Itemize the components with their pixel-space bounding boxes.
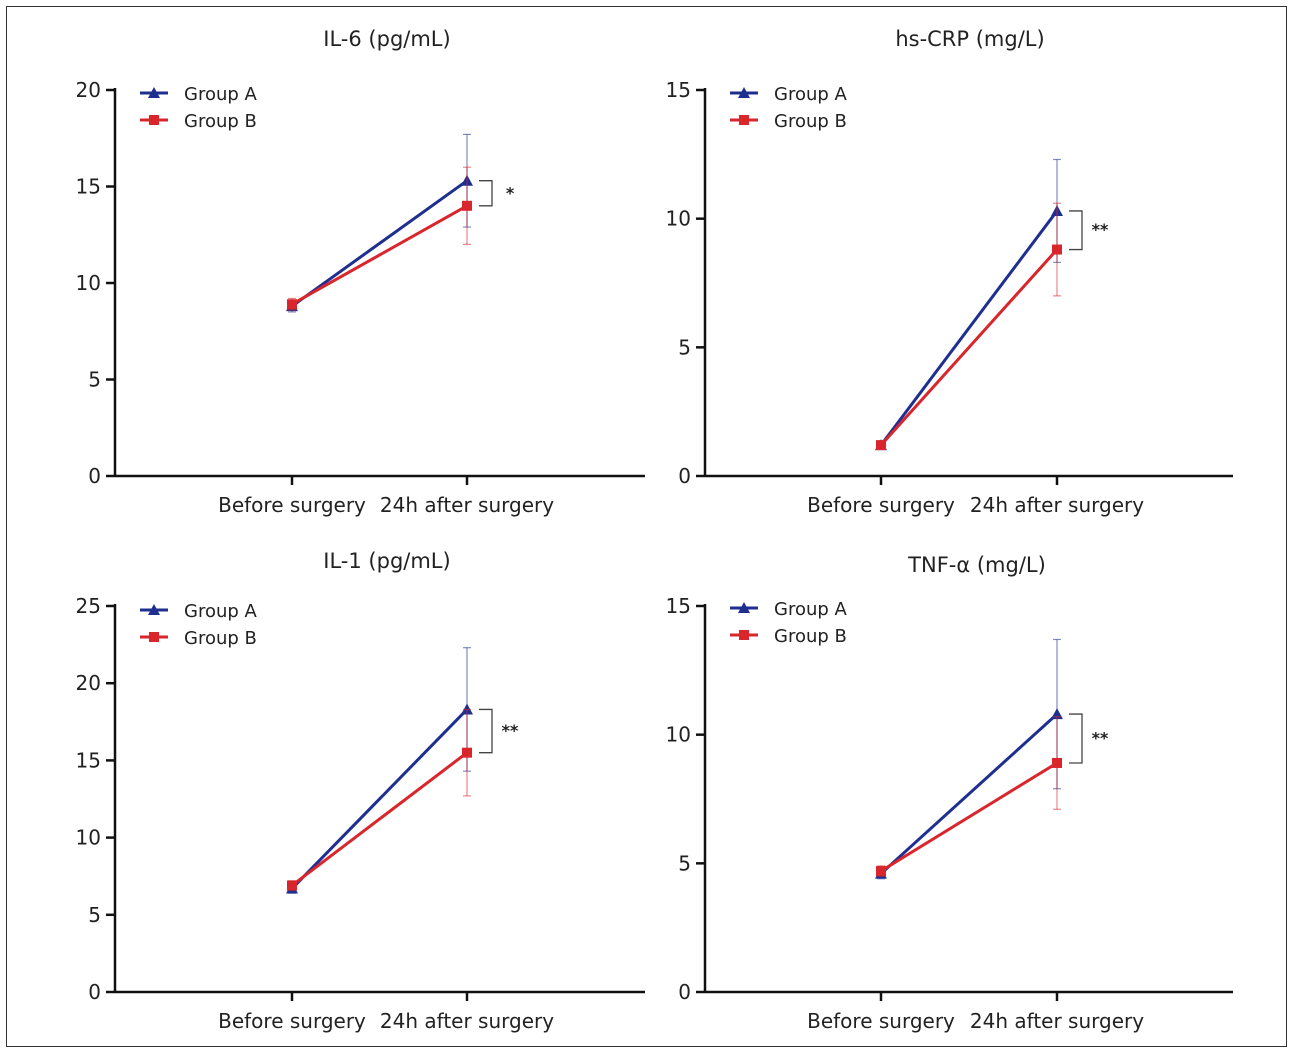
x-category-label: 24h after surgery (970, 493, 1144, 517)
data-point-group-b (876, 440, 886, 451)
x-category-label: Before surgery (218, 493, 366, 517)
series-line-group-a (291, 179, 468, 308)
y-tick-label: 5 (678, 851, 691, 875)
y-tick-label: 20 (76, 78, 101, 102)
legend-marker (149, 632, 159, 642)
chart-title: IL-1 (pg/mL) (323, 549, 450, 573)
legend-label: Group B (774, 626, 847, 647)
y-tick-label: 5 (88, 368, 101, 392)
y-tick-label: 15 (666, 594, 691, 618)
series-line-group-b (879, 248, 1059, 447)
y-tick-label: 5 (678, 335, 691, 359)
chart-title: hs-CRP (mg/L) (895, 27, 1044, 51)
y-tick-label: 15 (666, 78, 691, 102)
y-tick-label: 10 (76, 826, 101, 850)
legend-marker (739, 630, 749, 640)
series-line-group-a (879, 712, 1059, 875)
chart-title: TNF-α (mg/L) (907, 553, 1046, 577)
legend-marker (738, 602, 750, 613)
chart-panel-1: IL-6 (pg/mL) 0 5 10 15 20 Before surgery 24h af… (76, 27, 645, 517)
chart-panel-2: hs-CRP (mg/L) 0 5 10 15 Before surgery 24h aft… (666, 27, 1233, 517)
significance-bracket (479, 180, 493, 207)
y-tick-label: 20 (76, 671, 101, 695)
series-line-group-b (880, 761, 1058, 873)
y-tick-label: 0 (88, 980, 101, 1004)
figure-frame (6, 6, 1287, 1047)
data-point-group-b (876, 866, 886, 877)
significance-marker: ** (1092, 220, 1109, 239)
significance-marker: ** (502, 721, 519, 740)
y-tick-label: 0 (678, 464, 691, 488)
legend-marker (149, 115, 159, 125)
significance-bracket (479, 708, 493, 754)
series-line-group-b (291, 204, 468, 306)
y-tick-label: 0 (678, 980, 691, 1004)
series-line-group-a (879, 210, 1059, 447)
significance-bracket (1069, 210, 1083, 251)
y-tick-label: 15 (76, 175, 101, 199)
chart-title: IL-6 (pg/mL) (323, 27, 450, 51)
legend-label: Group A (184, 84, 258, 105)
data-point-group-b (1052, 757, 1062, 768)
data-point-group-b (287, 299, 297, 310)
x-category-label: 24h after surgery (970, 1009, 1144, 1033)
significance-marker: ** (1092, 729, 1109, 748)
y-tick-label: 10 (666, 207, 691, 231)
data-point-group-b (1052, 244, 1062, 255)
legend-marker (148, 604, 160, 615)
x-category-label: Before surgery (218, 1009, 366, 1033)
legend-label: Group B (184, 628, 257, 649)
data-point-group-b (287, 880, 297, 891)
x-category-label: Before surgery (807, 493, 955, 517)
y-tick-label: 5 (88, 903, 101, 927)
y-tick-label: 25 (76, 594, 101, 618)
legend-marker (739, 115, 749, 125)
y-tick-label: 10 (666, 723, 691, 747)
series-line-group-a (290, 708, 469, 890)
x-category-label: 24h after surgery (380, 493, 554, 517)
y-tick-label: 0 (88, 464, 101, 488)
legend-label: Group A (774, 599, 848, 620)
y-tick-label: 15 (76, 748, 101, 772)
legend-label: Group A (184, 601, 258, 622)
x-category-label: 24h after surgery (380, 1009, 554, 1033)
legend-label: Group B (184, 111, 257, 132)
legend-label: Group B (774, 111, 847, 132)
series-line-group-b (291, 751, 468, 887)
chart-panel-4: TNF-α (mg/L) 0 5 10 15 Before surgery 24h afte… (666, 553, 1233, 1033)
significance-marker: * (506, 183, 515, 202)
x-category-label: Before surgery (807, 1009, 955, 1033)
legend-marker (738, 87, 750, 98)
significance-bracket (1069, 713, 1083, 764)
legend-label: Group A (774, 84, 848, 105)
data-point-group-b (462, 200, 472, 211)
y-tick-label: 10 (76, 271, 101, 295)
legend-marker (148, 87, 160, 98)
data-point-group-b (462, 747, 472, 758)
chart-panel-3: IL-1 (pg/mL) 0 5 10 15 20 25 Before surgery 24h … (76, 549, 645, 1033)
